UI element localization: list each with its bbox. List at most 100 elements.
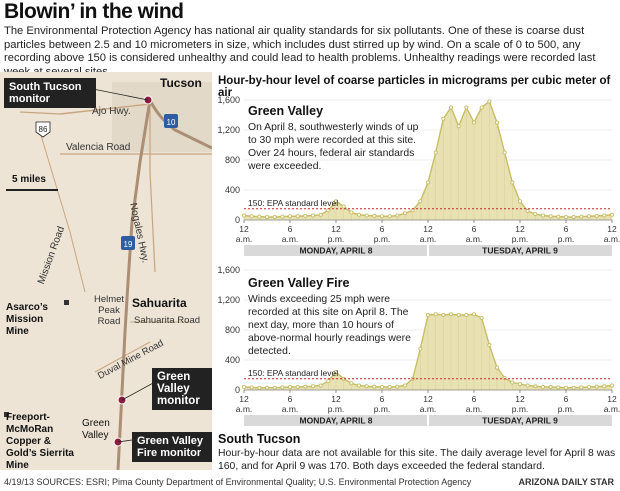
south-tucson-note: Hour-by-hour data are not available for … [218, 448, 616, 472]
route-10-shield: 10 [164, 114, 178, 128]
tucson-label: Tucson [160, 76, 202, 90]
data-point-0-36 [517, 199, 523, 204]
data-point-1-1 [249, 385, 254, 390]
route-19-shield: 19 [121, 236, 135, 250]
data-point-1-4 [272, 385, 277, 390]
data-point-1-24 [425, 312, 431, 318]
green-valley-leader [121, 381, 156, 401]
data-point-1-23 [418, 346, 423, 351]
xtick-label-1-8-b: a.m. [604, 404, 620, 414]
data-point-1-6 [287, 384, 293, 390]
data-point-0-37 [525, 208, 530, 214]
data-point-0-21 [402, 211, 408, 216]
data-point-0-47 [602, 213, 607, 218]
standard-label-1: 150: EPA standard level [248, 368, 338, 378]
data-point-1-47 [602, 384, 607, 389]
data-point-1-5 [280, 385, 285, 390]
data-point-0-44 [579, 214, 584, 219]
data-point-0-34 [502, 150, 507, 155]
map-svg: 86 10 19 [0, 72, 212, 470]
data-point-0-33 [494, 120, 500, 125]
data-point-0-35 [510, 180, 515, 185]
data-point-1-16 [364, 384, 369, 389]
xtick-label-1-5-b: a.m. [466, 404, 483, 414]
data-point-0-9 [310, 213, 316, 218]
data-point-0-12 [333, 199, 339, 204]
data-point-0-16 [364, 213, 369, 218]
ytick-label-1-4: 1,600 [217, 265, 240, 275]
data-point-0-6 [287, 214, 293, 219]
mission-road [39, 131, 86, 293]
panel-2-title: Green Valley Fire [248, 276, 350, 290]
data-point-1-36 [517, 381, 523, 387]
green-valley-fire-callout: Green Valley Fire monitor [132, 432, 212, 462]
green-valley-callout: Green Valley monitor [152, 368, 212, 410]
data-point-0-40 [548, 214, 553, 219]
ajo-hwy [59, 103, 151, 115]
data-point-1-27 [448, 312, 454, 317]
locator-map: 86 10 19 South Tucson monitor Green Vall… [0, 72, 212, 470]
day-label-0-1: TUESDAY, APRIL 9 [482, 246, 558, 256]
xtick-label-0-1-a: 6 [288, 224, 293, 234]
data-point-1-39 [540, 384, 546, 390]
data-point-1-15 [356, 383, 362, 388]
south-tucson-leader [87, 87, 149, 101]
helmet-peak-road-label: Helmet Peak Road [93, 294, 125, 327]
xtick-label-0-2-b: p.m. [328, 234, 345, 244]
data-point-1-17 [372, 384, 377, 389]
south-tucson-title: South Tucson [218, 432, 301, 446]
data-point-0-8 [303, 213, 308, 218]
xtick-label-1-7-a: 6 [564, 394, 569, 404]
data-point-0-19 [387, 214, 392, 219]
xtick-label-0-5-a: 6 [472, 224, 477, 234]
data-point-0-10 [318, 212, 323, 217]
xtick-label-0-7-b: p.m. [558, 234, 575, 244]
data-point-1-14 [349, 381, 354, 386]
data-point-1-3 [264, 385, 270, 390]
xtick-label-1-2-b: p.m. [328, 404, 345, 414]
ytick-label-0-3: 1,200 [217, 125, 240, 135]
data-point-0-3 [264, 214, 270, 220]
south-tucson-callout: South Tucson monitor [4, 78, 96, 108]
data-point-0-23 [418, 199, 423, 204]
ytick-label-0-1: 400 [225, 185, 240, 195]
ytick-label-0-2: 800 [225, 155, 240, 165]
data-point-0-4 [272, 214, 277, 220]
xtick-label-1-2-a: 12 [331, 394, 341, 404]
xtick-label-0-4-a: 12 [423, 224, 433, 234]
green-valley-town-label: Green Valley [82, 418, 110, 441]
sahuarita-label: Sahuarita [132, 296, 187, 310]
sources-line: 4/19/13 SOURCES: ESRI; Pima County Depar… [4, 477, 472, 487]
data-point-0-30 [471, 120, 477, 125]
intro-text: The Environmental Protection Agency has … [4, 25, 596, 78]
route-86-shield: 86 [35, 121, 51, 138]
data-point-1-41 [556, 385, 561, 390]
route-86-road [19, 111, 61, 115]
xtick-label-0-7-a: 6 [564, 224, 569, 234]
day-bar-0-1 [429, 245, 612, 256]
data-point-1-12 [333, 369, 339, 375]
ytick-label-1-1: 400 [225, 355, 240, 365]
data-point-1-18 [379, 384, 385, 390]
data-point-1-28 [456, 312, 461, 318]
xtick-label-0-3-b: p.m. [374, 234, 391, 244]
data-point-1-44 [579, 385, 584, 390]
xtick-label-0-8-b: a.m. [604, 234, 620, 244]
data-point-1-37 [525, 383, 530, 388]
data-point-0-45 [586, 214, 592, 219]
xtick-label-1-5-a: 6 [472, 394, 477, 404]
interstate-19 [116, 99, 152, 470]
scale-label: 5 miles [12, 174, 46, 185]
xtick-label-0-0-b: a.m. [236, 234, 253, 244]
data-point-1-26 [441, 312, 446, 318]
data-point-1-11 [326, 378, 331, 384]
data-point-0-14 [349, 210, 354, 215]
xtick-label-0-2-a: 12 [331, 224, 341, 234]
data-point-1-21 [402, 383, 408, 388]
data-point-1-35 [510, 380, 515, 385]
xtick-label-0-4-b: a.m. [420, 234, 437, 244]
xtick-label-1-6-b: p.m. [512, 404, 529, 414]
data-point-1-29 [464, 312, 469, 318]
data-point-1-31 [479, 315, 484, 321]
data-point-0-5 [280, 214, 285, 219]
